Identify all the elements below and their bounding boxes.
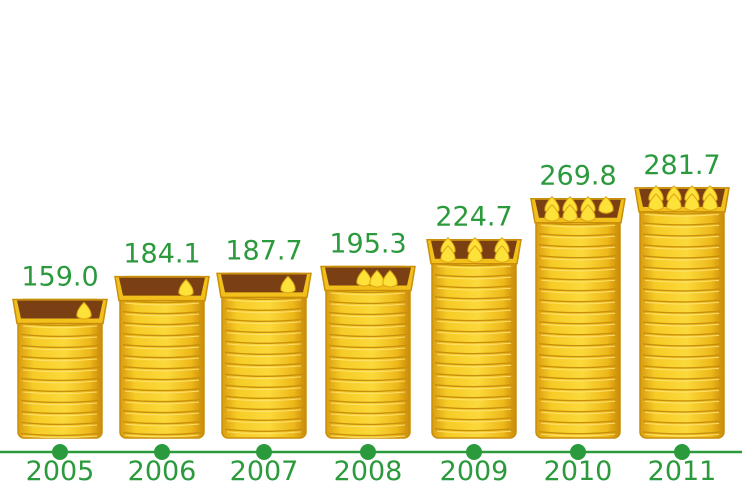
year-label: 2005 bbox=[26, 456, 95, 484]
year-marker bbox=[674, 444, 690, 460]
year-marker bbox=[466, 444, 482, 460]
bar-2005 bbox=[12, 298, 108, 439]
token-group bbox=[280, 275, 296, 294]
bar-2010 bbox=[530, 196, 626, 439]
year-label: 2011 bbox=[648, 456, 717, 484]
token-group bbox=[356, 268, 398, 288]
value-label: 195.3 bbox=[329, 228, 406, 259]
value-label: 159.0 bbox=[21, 261, 98, 292]
year-marker bbox=[154, 444, 170, 460]
year-marker bbox=[570, 444, 586, 460]
bar-2006 bbox=[114, 275, 210, 439]
bar-2007 bbox=[216, 272, 312, 439]
value-label: 187.7 bbox=[225, 235, 302, 266]
value-label: 281.7 bbox=[643, 150, 720, 181]
token-group bbox=[648, 185, 718, 211]
year-label: 2007 bbox=[230, 456, 299, 484]
value-label: 269.8 bbox=[539, 161, 616, 192]
year-label: 2010 bbox=[544, 456, 613, 484]
token-group bbox=[76, 301, 92, 320]
token-group bbox=[544, 196, 614, 222]
token-group bbox=[440, 237, 510, 263]
year-marker bbox=[52, 444, 68, 460]
bar-2011 bbox=[634, 185, 730, 439]
year-marker bbox=[360, 444, 376, 460]
token-group bbox=[178, 278, 194, 297]
bar-2008 bbox=[320, 265, 416, 439]
year-label: 2008 bbox=[334, 456, 403, 484]
year-label: 2006 bbox=[128, 456, 197, 484]
year-label: 2009 bbox=[440, 456, 509, 484]
value-label: 224.7 bbox=[435, 202, 512, 233]
year-marker bbox=[256, 444, 272, 460]
value-label: 184.1 bbox=[123, 239, 200, 270]
bar-2009 bbox=[426, 237, 522, 439]
